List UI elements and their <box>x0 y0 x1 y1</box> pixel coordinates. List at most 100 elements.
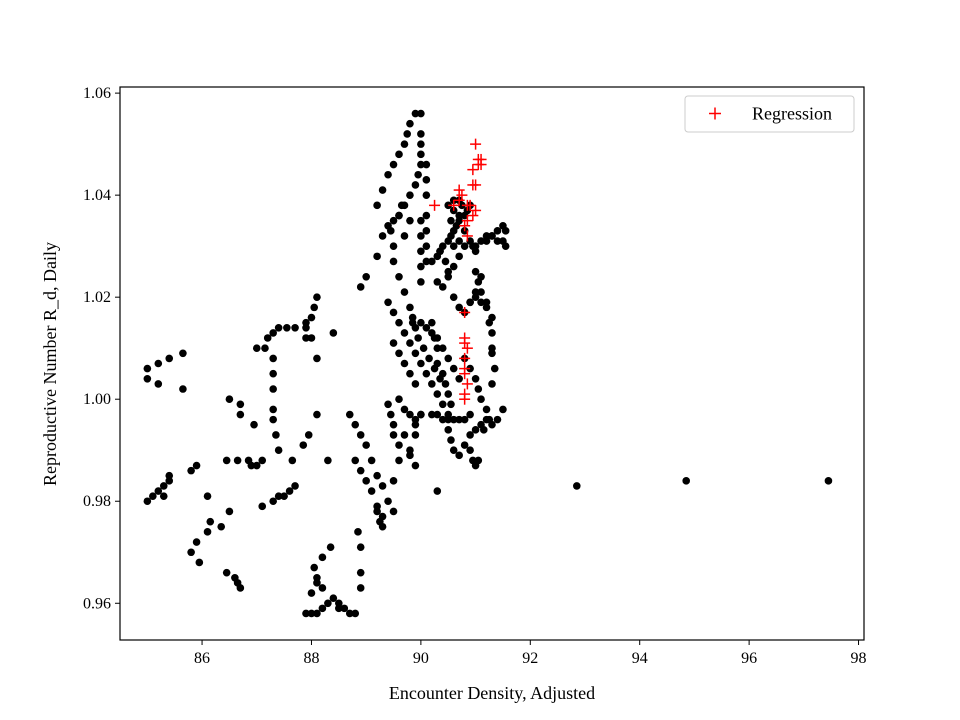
data-point <box>433 410 442 419</box>
data-point <box>444 426 453 434</box>
data-point <box>682 477 691 485</box>
data-point <box>477 237 485 245</box>
data-point <box>252 461 261 470</box>
data-point <box>417 150 425 159</box>
data-point <box>406 303 414 312</box>
data-point <box>411 181 420 189</box>
data-point <box>274 323 283 332</box>
data-point <box>408 318 417 327</box>
data-point <box>302 334 310 342</box>
data-point <box>389 216 398 225</box>
regression-point <box>461 230 473 242</box>
data-point <box>395 441 403 449</box>
data-point <box>488 344 496 352</box>
data-point <box>302 609 310 618</box>
data-point <box>378 522 387 531</box>
data-point <box>485 318 494 327</box>
data-point <box>433 359 442 368</box>
data-point <box>422 176 431 184</box>
data-point <box>329 594 338 602</box>
data-point <box>455 211 463 220</box>
data-point <box>395 456 403 465</box>
data-point <box>417 160 425 169</box>
data-point <box>422 160 431 169</box>
data-point <box>299 441 308 449</box>
data-point <box>313 354 321 363</box>
data-point <box>444 354 453 363</box>
data-point <box>449 262 458 271</box>
data-point <box>326 543 335 551</box>
data-point <box>428 257 436 266</box>
data-point <box>417 232 425 240</box>
data-point <box>288 456 297 465</box>
data-point <box>406 410 414 419</box>
data-point <box>389 431 398 439</box>
data-point <box>307 334 316 342</box>
y-tick-label: 0.98 <box>83 493 111 510</box>
data-point <box>572 482 581 490</box>
data-point <box>474 385 483 393</box>
data-point <box>406 119 414 128</box>
data-point <box>222 568 231 577</box>
data-point <box>269 385 277 393</box>
data-point <box>261 344 269 352</box>
data-point <box>499 405 507 414</box>
data-point <box>373 252 381 261</box>
data-point <box>222 456 231 465</box>
data-point <box>236 400 245 409</box>
data-point <box>354 528 362 536</box>
data-point <box>438 369 447 378</box>
regression-point <box>459 368 471 380</box>
data-point <box>395 349 403 358</box>
data-point <box>395 318 403 327</box>
data-point <box>269 405 277 414</box>
data-point <box>400 359 409 368</box>
data-point <box>203 492 212 500</box>
data-point <box>154 380 163 388</box>
data-point <box>449 293 458 301</box>
data-point <box>417 359 425 368</box>
data-point <box>233 456 242 465</box>
data-point <box>411 349 420 358</box>
data-point <box>438 400 447 409</box>
data-point <box>471 375 480 383</box>
data-point <box>192 538 201 546</box>
data-point <box>356 431 365 439</box>
regression-point <box>429 199 441 211</box>
data-point <box>386 227 395 235</box>
data-point <box>143 497 152 506</box>
data-point <box>367 456 376 465</box>
data-point <box>149 492 157 500</box>
data-point <box>493 227 502 235</box>
data-point <box>477 298 485 307</box>
data-point <box>417 247 425 256</box>
data-point <box>455 451 463 460</box>
y-tick-label: 1.04 <box>83 187 111 204</box>
data-point <box>477 288 485 296</box>
data-point <box>389 308 398 317</box>
data-point <box>466 431 474 439</box>
data-point <box>313 293 321 301</box>
regression-point <box>467 210 479 222</box>
data-point <box>236 584 245 592</box>
data-point <box>455 252 463 261</box>
data-point <box>143 375 152 383</box>
x-tick-label: 92 <box>522 650 538 667</box>
data-point <box>356 543 365 551</box>
data-point <box>252 344 261 352</box>
y-axis-label: Reproductive Number R_d, Daily <box>40 242 60 486</box>
data-point <box>477 272 485 281</box>
data-point <box>304 431 313 439</box>
legend-marker-regression <box>709 107 721 120</box>
data-point <box>422 191 431 199</box>
data-point <box>362 441 370 449</box>
data-point <box>269 329 277 337</box>
data-point <box>280 492 288 500</box>
data-point <box>206 517 215 526</box>
data-point <box>436 247 444 256</box>
data-point <box>203 528 212 536</box>
data-point <box>367 487 376 495</box>
data-point <box>455 303 463 312</box>
data-point <box>488 380 496 388</box>
